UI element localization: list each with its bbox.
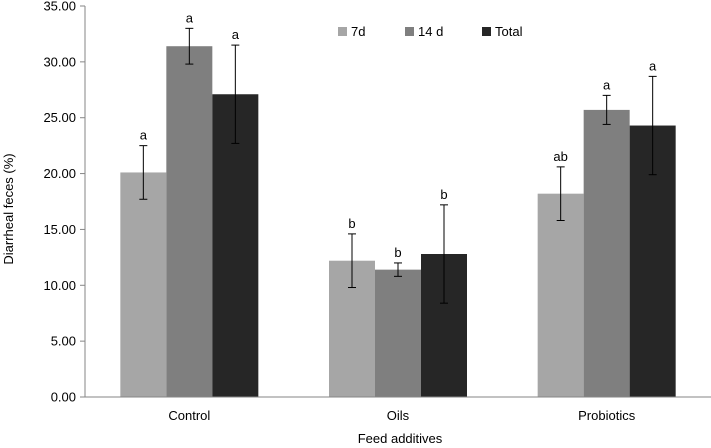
y-tick-label: 35.00: [43, 0, 76, 14]
x-tick-label: Probiotics: [578, 408, 636, 423]
bar-14d-oils: [375, 269, 421, 397]
y-tick-label: 20.00: [43, 166, 76, 181]
y-axis-title: Diarrheal feces (%): [1, 153, 16, 264]
significance-label: a: [603, 77, 611, 92]
significance-label: b: [394, 245, 401, 260]
legend-label: Total: [495, 24, 523, 39]
x-axis-title: Feed additives: [358, 431, 443, 446]
legend-label: 14 d: [418, 24, 443, 39]
bar-total-control: [212, 94, 259, 398]
legend-swatch: [338, 27, 347, 36]
y-tick-label: 25.00: [43, 110, 76, 125]
x-tick-label: Control: [168, 408, 210, 423]
significance-label: a: [186, 10, 194, 25]
significance-label: a: [232, 27, 240, 42]
significance-label: a: [649, 58, 657, 73]
x-tick-label: Oils: [387, 408, 410, 423]
x-axis-ticks: Control Oils Probiotics: [168, 408, 635, 423]
significance-label: b: [440, 187, 447, 202]
bar-7d-control: [120, 172, 167, 397]
error-bars: [139, 27, 657, 304]
significance-label: ab: [553, 149, 567, 164]
y-tick-label: 0.00: [51, 390, 76, 405]
significance-label: b: [348, 216, 355, 231]
y-tick-label: 15.00: [43, 222, 76, 237]
bar-14d-probiotics: [583, 109, 630, 397]
legend-swatch: [482, 27, 491, 36]
legend: 7d 14 d Total: [338, 24, 523, 39]
bars: [120, 46, 676, 398]
y-tick-label: 30.00: [43, 54, 76, 69]
y-tick-label: 5.00: [51, 334, 76, 349]
y-axis-ticks: 0.00 5.00 10.00 15.00 20.00 25.00 30.00 35.00: [43, 0, 85, 405]
bar-7d-probiotics: [537, 193, 584, 397]
legend-swatch: [405, 27, 414, 36]
bar-14d-control: [166, 46, 213, 398]
significance-label: a: [140, 128, 148, 143]
y-tick-label: 10.00: [43, 278, 76, 293]
legend-label: 7d: [351, 24, 365, 39]
